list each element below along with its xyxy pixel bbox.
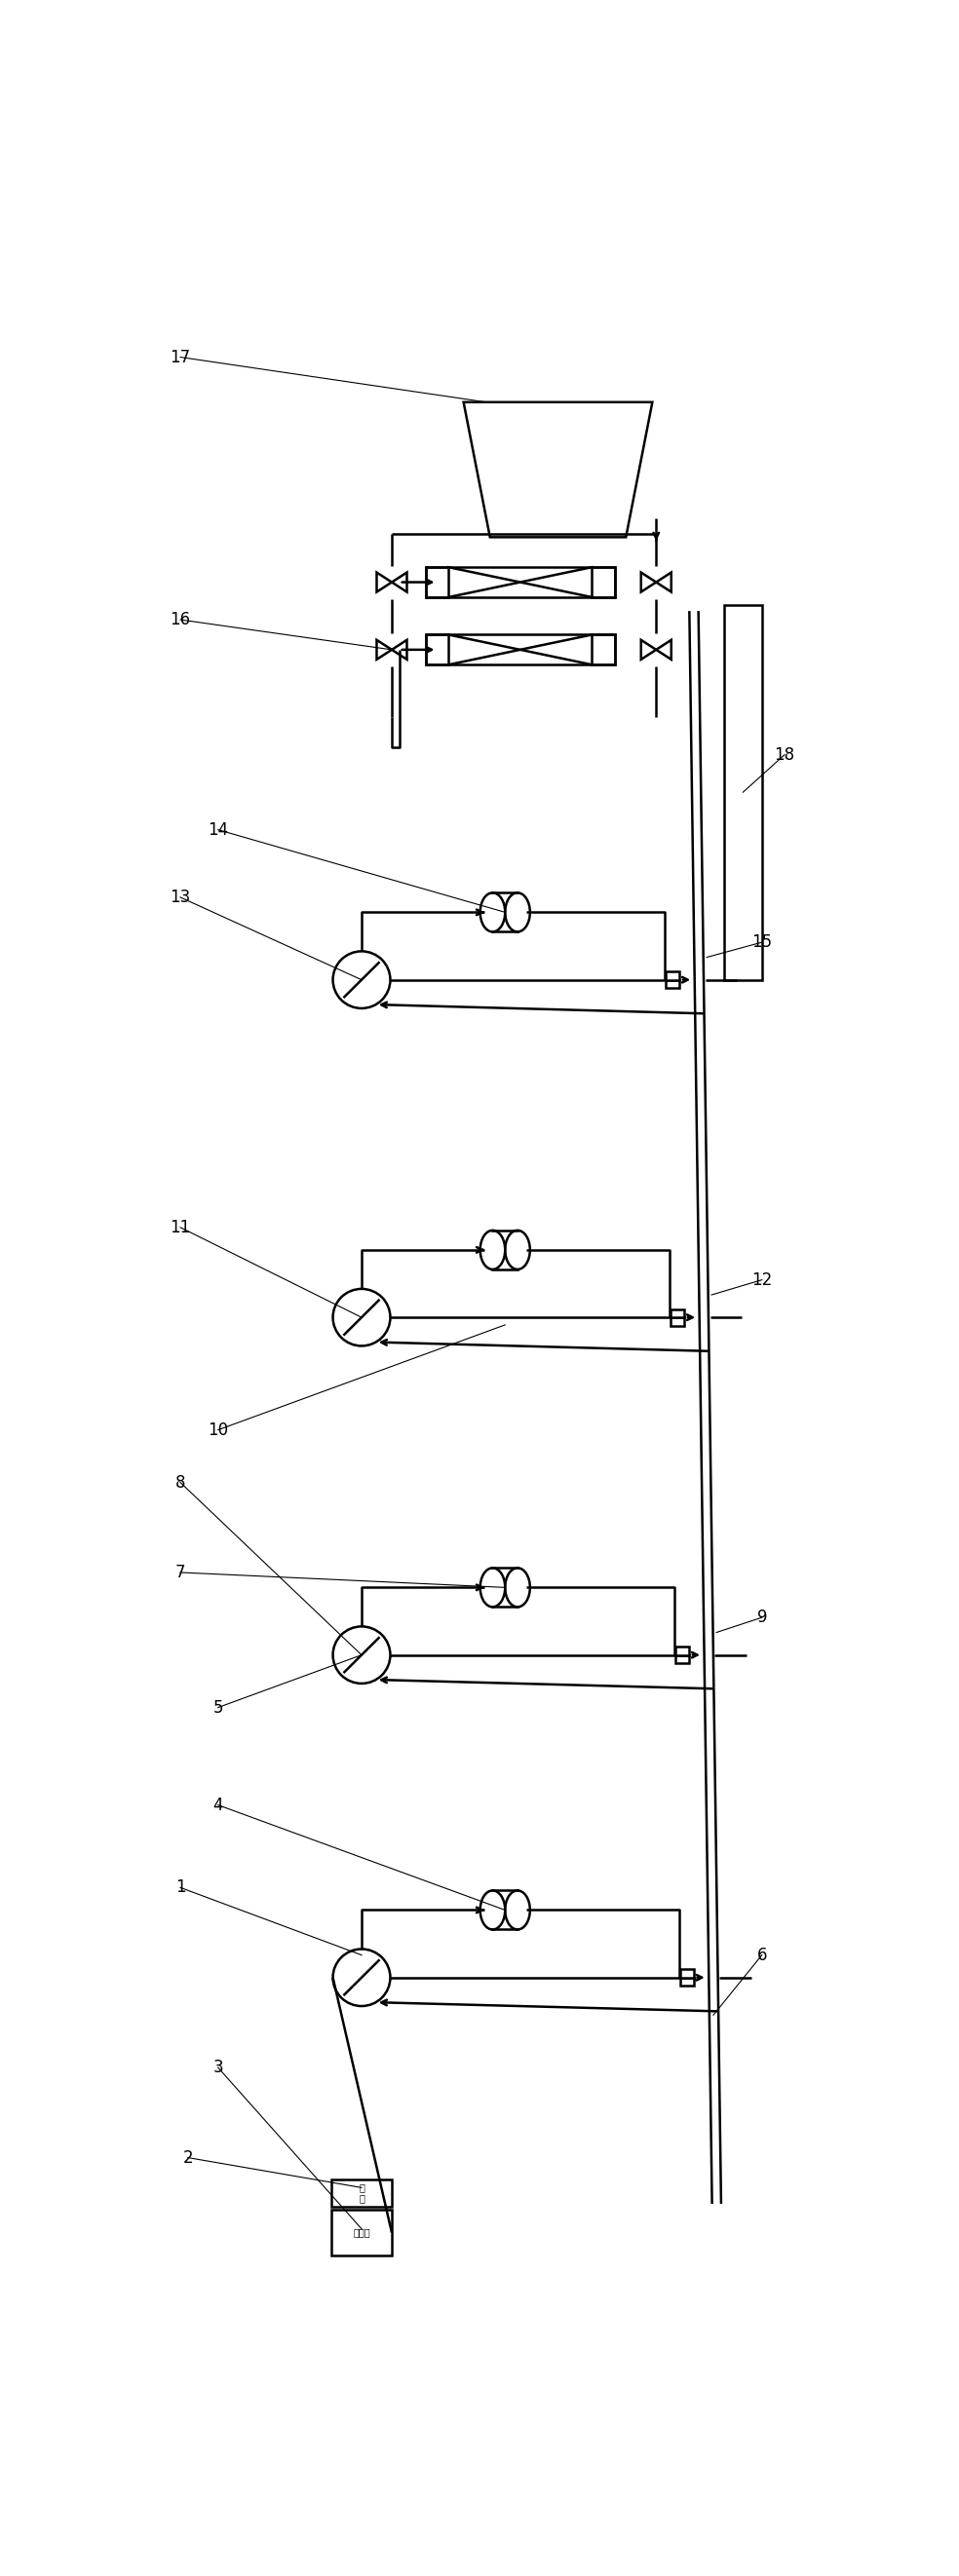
Text: 5: 5 <box>213 1698 223 1716</box>
Bar <box>426 634 449 665</box>
Text: 7: 7 <box>175 1564 185 1582</box>
Text: 6: 6 <box>757 1947 767 1963</box>
Bar <box>592 634 615 665</box>
Polygon shape <box>656 572 671 592</box>
Polygon shape <box>641 572 656 592</box>
Bar <box>426 567 449 598</box>
Bar <box>724 605 761 979</box>
Bar <box>675 1646 690 1654</box>
Bar <box>666 979 680 989</box>
Text: 16: 16 <box>170 611 191 629</box>
Polygon shape <box>377 639 392 659</box>
Polygon shape <box>656 639 671 659</box>
Bar <box>666 971 680 979</box>
Text: 13: 13 <box>170 889 191 907</box>
Text: 气
料: 气 料 <box>359 2182 364 2202</box>
Text: 18: 18 <box>774 747 795 762</box>
Text: 15: 15 <box>752 933 772 951</box>
Text: 11: 11 <box>170 1218 191 1236</box>
Text: 9: 9 <box>757 1607 767 1625</box>
Polygon shape <box>392 572 407 592</box>
Bar <box>426 567 615 598</box>
Text: 10: 10 <box>208 1422 228 1437</box>
Text: 酸性气: 酸性气 <box>353 2228 370 2239</box>
Bar <box>670 1316 685 1327</box>
Text: 17: 17 <box>170 348 191 366</box>
Bar <box>426 634 615 665</box>
Bar <box>675 1654 690 1664</box>
Polygon shape <box>392 639 407 659</box>
Text: 8: 8 <box>175 1473 185 1492</box>
Polygon shape <box>377 572 392 592</box>
Text: 2: 2 <box>182 2148 193 2166</box>
Bar <box>670 1309 685 1316</box>
Bar <box>680 1968 693 1978</box>
Text: 14: 14 <box>208 822 228 840</box>
Text: 3: 3 <box>213 2058 223 2076</box>
Text: 12: 12 <box>752 1270 772 1288</box>
Text: 4: 4 <box>213 1795 223 1814</box>
Bar <box>332 2179 392 2208</box>
Bar <box>592 567 615 598</box>
Text: 1: 1 <box>175 1878 185 1896</box>
Polygon shape <box>641 639 656 659</box>
Bar <box>680 1978 693 1986</box>
Bar <box>332 2210 392 2254</box>
